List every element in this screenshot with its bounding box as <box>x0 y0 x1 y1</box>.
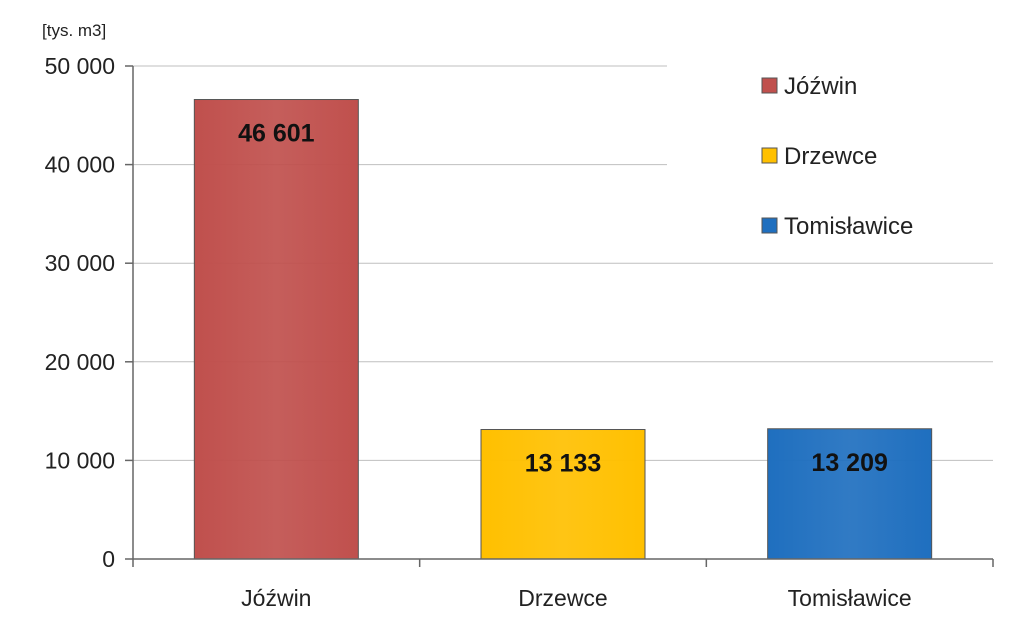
legend-swatch <box>761 77 778 94</box>
value-label: 46 601 <box>238 120 315 148</box>
bars <box>193 99 933 560</box>
legend-label: Drzewce <box>784 143 877 170</box>
y-tick-label: 50 000 <box>45 53 115 79</box>
value-label: 13 209 <box>811 449 887 477</box>
x-tick-label: Tomisławice <box>788 585 912 611</box>
x-tick-label: Drzewce <box>518 585 607 611</box>
bar-tomisławice <box>767 428 933 560</box>
y-tick-label: 30 000 <box>45 250 115 276</box>
y-tick-label: 40 000 <box>45 152 115 178</box>
y-axis-unit-label: [tys. m3] <box>42 21 106 40</box>
y-tick-label: 0 <box>102 546 115 572</box>
y-tick-label: 10 000 <box>45 447 115 473</box>
legend-swatch <box>761 217 778 234</box>
legend-label: Jóźwin <box>784 73 857 100</box>
x-tick-labels: Jóźwin Drzewce Tomisławice <box>241 585 911 611</box>
legend: Jóźwin Drzewce Tomisławice <box>761 73 913 240</box>
bar-jóźwin <box>193 99 359 560</box>
axes <box>125 65 994 567</box>
legend-label: Tomisławice <box>784 213 913 240</box>
value-labels: 46 601 13 133 13 209 <box>238 120 888 478</box>
y-tick-labels: 0 10 000 20 000 30 000 40 000 50 000 <box>45 53 115 572</box>
x-tick-label: Jóźwin <box>241 585 311 611</box>
legend-swatch <box>761 147 778 164</box>
value-label: 13 133 <box>525 450 601 478</box>
bar-drzewce <box>480 429 646 560</box>
y-tick-label: 20 000 <box>45 349 115 375</box>
